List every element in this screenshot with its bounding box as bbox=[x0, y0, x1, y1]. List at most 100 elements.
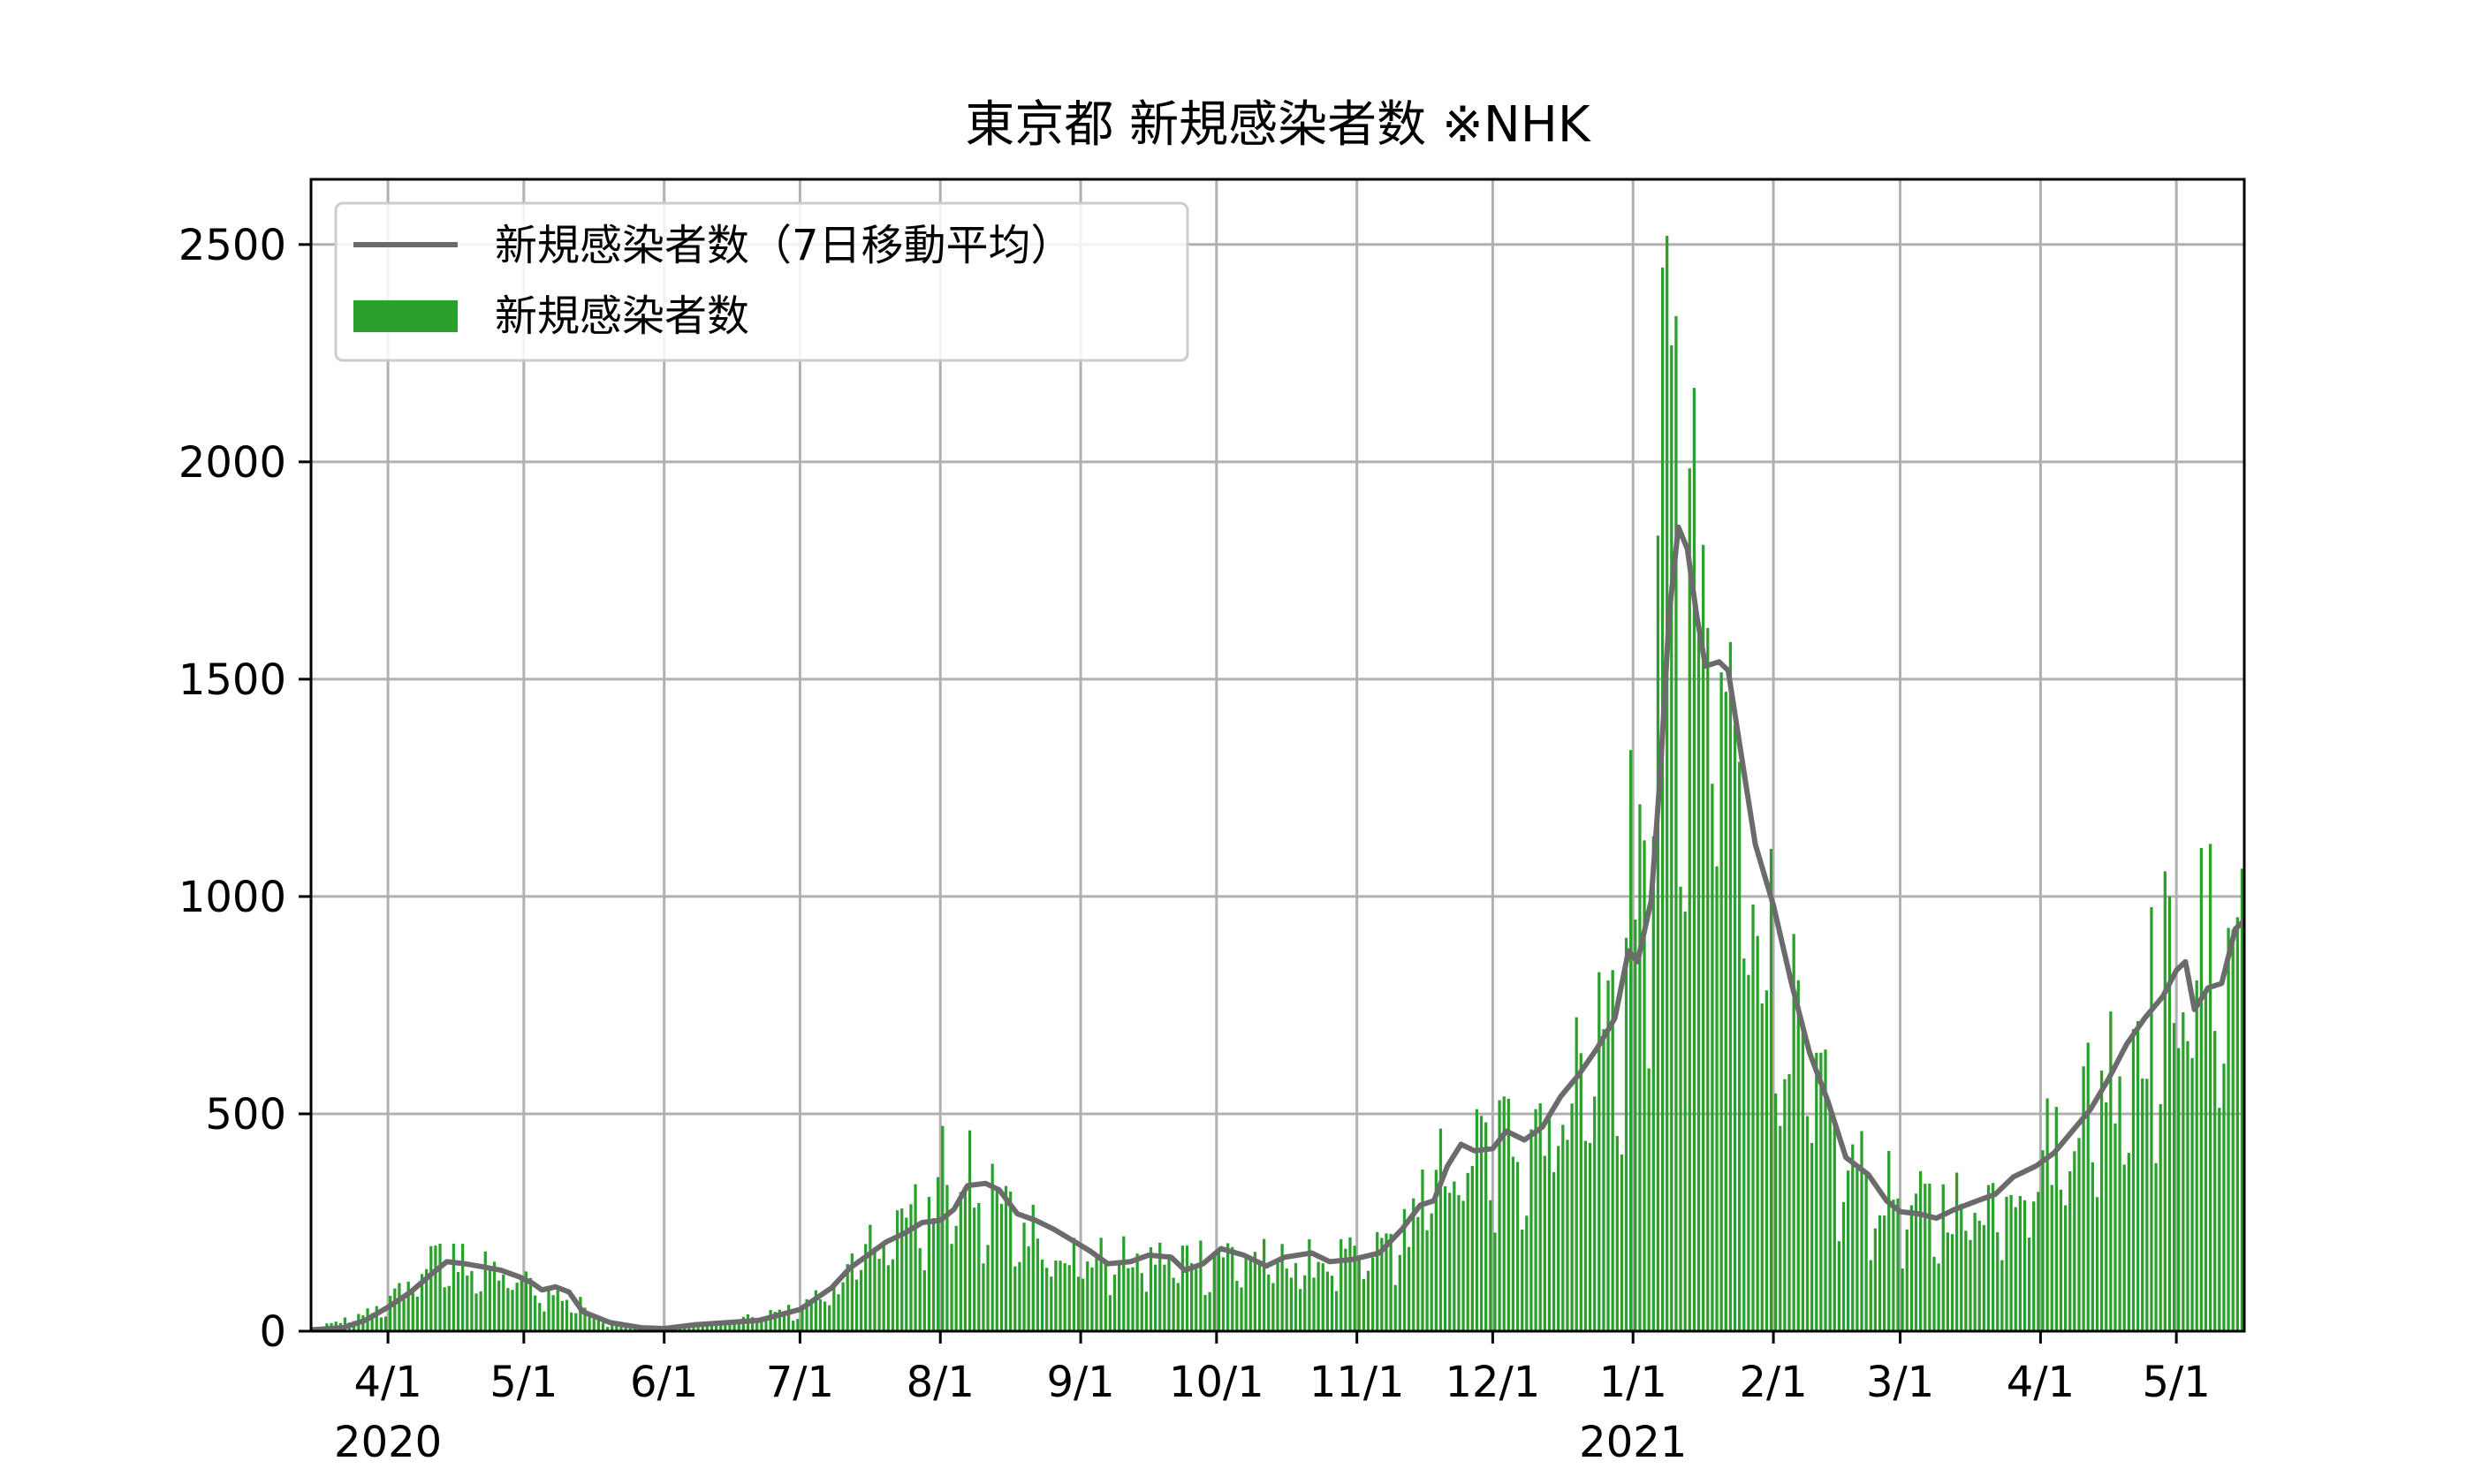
bar bbox=[1864, 1175, 1868, 1331]
bar bbox=[1461, 1200, 1465, 1331]
bar bbox=[1090, 1267, 1094, 1331]
bar bbox=[696, 1327, 700, 1331]
bar bbox=[398, 1283, 401, 1331]
bar bbox=[547, 1287, 550, 1331]
bar bbox=[456, 1272, 460, 1331]
bar bbox=[973, 1208, 976, 1331]
bar bbox=[1226, 1243, 1230, 1331]
bar bbox=[937, 1177, 940, 1331]
bar bbox=[1525, 1215, 1529, 1331]
bar bbox=[1706, 627, 1710, 1331]
bar bbox=[1742, 958, 1746, 1331]
bar bbox=[2150, 907, 2153, 1331]
bar bbox=[1253, 1252, 1257, 1331]
bar bbox=[1031, 1204, 1035, 1331]
x-tick-label: 3/1 bbox=[1866, 1358, 1934, 1407]
bar bbox=[1235, 1280, 1239, 1331]
bar bbox=[891, 1259, 895, 1331]
moving-average-line bbox=[310, 524, 2247, 1333]
bar bbox=[1960, 1203, 1963, 1331]
bar bbox=[705, 1323, 710, 1331]
bar bbox=[1199, 1240, 1203, 1331]
bar bbox=[2182, 1011, 2185, 1331]
bar bbox=[592, 1314, 596, 1331]
bar bbox=[470, 1270, 474, 1331]
bar bbox=[918, 1248, 922, 1331]
line-series bbox=[310, 524, 2247, 1333]
bar bbox=[1810, 1142, 1814, 1331]
bar bbox=[1660, 267, 1665, 1331]
bar bbox=[850, 1253, 854, 1331]
bar bbox=[2050, 1185, 2053, 1331]
y-tick-label: 0 bbox=[259, 1307, 286, 1357]
bar bbox=[2204, 988, 2208, 1331]
bar bbox=[2095, 1197, 2099, 1331]
bar bbox=[692, 1326, 695, 1331]
bar bbox=[574, 1313, 578, 1331]
bar bbox=[411, 1292, 414, 1331]
bar bbox=[882, 1243, 885, 1331]
bar-series bbox=[311, 235, 2244, 1331]
bar bbox=[1756, 935, 1759, 1331]
chart-title: 東京都 新規感染者数 ※NHK bbox=[965, 96, 1591, 154]
bar bbox=[1285, 1268, 1288, 1331]
bar bbox=[1195, 1268, 1198, 1331]
x-tick-label: 6/1 bbox=[630, 1358, 698, 1407]
bar bbox=[551, 1295, 555, 1331]
bar bbox=[1267, 1274, 1271, 1331]
bar bbox=[1692, 388, 1696, 1331]
bar bbox=[560, 1300, 565, 1331]
bar bbox=[1050, 1276, 1053, 1331]
bar bbox=[724, 1322, 727, 1331]
bar bbox=[1262, 1238, 1266, 1331]
bar bbox=[438, 1243, 442, 1331]
bar bbox=[538, 1302, 542, 1331]
bar bbox=[1231, 1246, 1234, 1331]
bar bbox=[1905, 1229, 1909, 1331]
bar bbox=[1054, 1260, 1058, 1331]
bar bbox=[2054, 1107, 2058, 1331]
bar bbox=[1475, 1109, 1479, 1331]
bar bbox=[1276, 1262, 1279, 1331]
bar bbox=[909, 1204, 913, 1331]
bar bbox=[1416, 1216, 1420, 1331]
bar bbox=[1928, 1183, 1931, 1331]
bar bbox=[2141, 1078, 2144, 1331]
bar bbox=[1376, 1231, 1379, 1331]
bar bbox=[990, 1163, 994, 1331]
plot-frame bbox=[309, 178, 2246, 1333]
bar bbox=[434, 1246, 437, 1331]
bar bbox=[1783, 1079, 1787, 1331]
bar bbox=[2131, 1029, 2136, 1331]
bar bbox=[1389, 1233, 1393, 1331]
bar bbox=[1430, 1213, 1433, 1331]
bar bbox=[1969, 1239, 1972, 1331]
bar bbox=[1063, 1263, 1066, 1331]
bar bbox=[2059, 1189, 2063, 1331]
bar bbox=[1688, 468, 1691, 1331]
bar bbox=[425, 1268, 429, 1331]
bar bbox=[945, 1185, 949, 1331]
bar bbox=[1602, 1029, 1605, 1331]
x-tick-label: 9/1 bbox=[1046, 1358, 1114, 1407]
bar bbox=[778, 1309, 781, 1331]
bar bbox=[2063, 1205, 2068, 1331]
bar bbox=[1914, 1193, 1918, 1331]
bar bbox=[782, 1315, 786, 1331]
x-tick-label: 8/1 bbox=[907, 1358, 975, 1407]
bar bbox=[1118, 1262, 1121, 1331]
bar bbox=[1683, 912, 1687, 1331]
bar bbox=[2154, 1162, 2158, 1331]
bar bbox=[1538, 1103, 1542, 1331]
bar bbox=[1086, 1261, 1089, 1331]
bar bbox=[954, 1225, 958, 1331]
bar bbox=[466, 1275, 469, 1331]
bar bbox=[1611, 970, 1614, 1331]
bar bbox=[1924, 1184, 1927, 1331]
bar bbox=[1615, 1136, 1619, 1331]
bar bbox=[1334, 1291, 1339, 1331]
bar bbox=[393, 1288, 397, 1331]
bar bbox=[1819, 1052, 1823, 1331]
bar bbox=[1892, 1200, 1895, 1331]
